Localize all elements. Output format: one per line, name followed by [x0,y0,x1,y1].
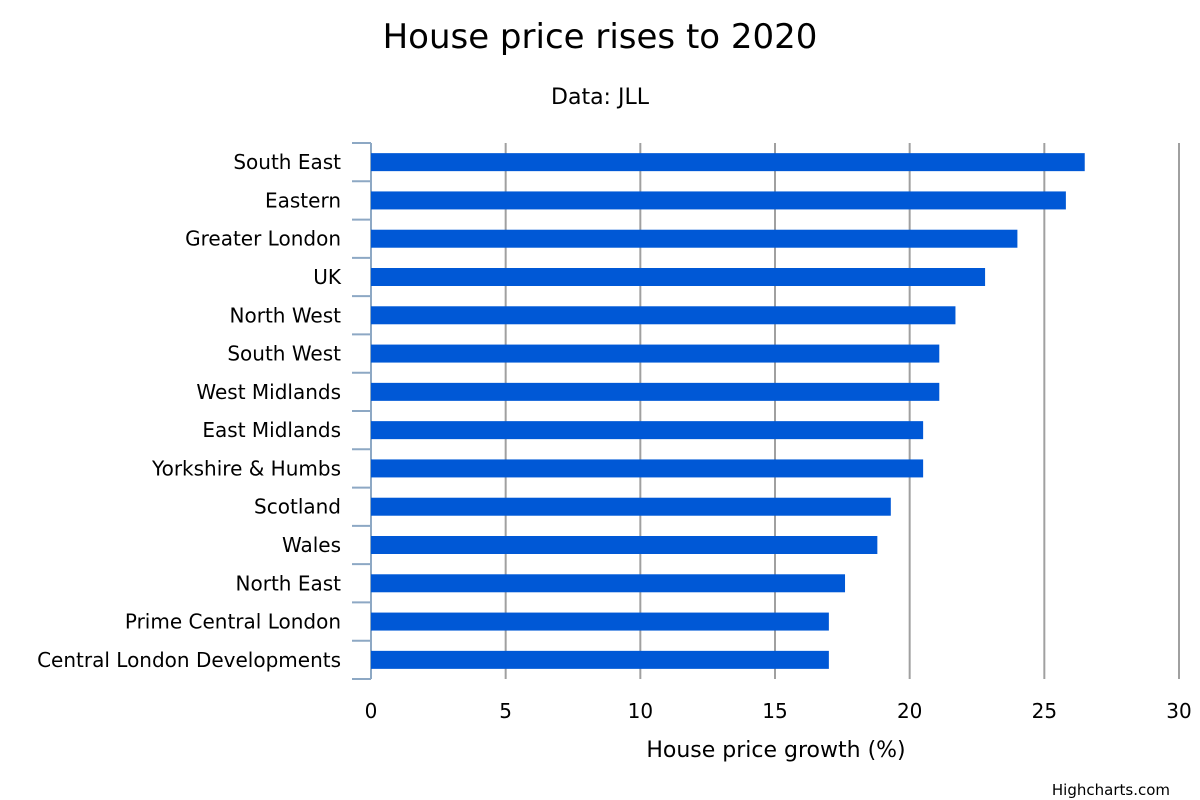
bar-uk[interactable] [371,268,986,286]
tick-label-20: 20 [897,699,922,723]
bar-east-midlands[interactable] [371,421,924,440]
bar-south-east[interactable] [371,153,1085,172]
bars [371,153,1085,669]
category-axis [352,142,372,680]
bar-north-west[interactable] [371,306,956,325]
tick-label-15: 15 [762,699,787,723]
category-label: West Midlands [196,380,341,404]
category-label: Central London Developments [37,648,341,672]
category-label: Prime Central London [125,610,341,634]
chart-subtitle: Data: JLL [551,85,650,110]
tick-label-25: 25 [1032,699,1057,723]
tick-label-10: 10 [628,699,653,723]
bar-scotland[interactable] [371,497,891,516]
x-axis-title: House price growth (%) [646,738,905,763]
category-label: UK [313,265,342,289]
chart-title: House price rises to 2020 [383,17,818,57]
category-label: Greater London [185,227,341,251]
category-label: North West [230,303,342,327]
tick-label-5: 5 [499,699,512,723]
value-axis-ticks: 0 5 10 15 20 25 30 [365,699,1192,723]
category-label: Yorkshire & Humbs [151,456,341,480]
bar-south-west[interactable] [371,344,940,363]
category-label: East Midlands [202,418,341,442]
category-label: Eastern [265,188,341,212]
bar-wales[interactable] [371,536,878,554]
bar-prime-central-london[interactable] [371,612,829,631]
gridlines [504,143,1180,679]
category-label: South East [233,150,341,174]
category-label: South West [227,342,341,366]
bar-greater-london[interactable] [371,229,1018,248]
bar-north-east[interactable] [371,574,846,593]
bar-central-london-developments[interactable] [371,650,829,669]
category-label: Scotland [254,495,341,519]
bar-yorkshire-humbs[interactable] [371,459,924,478]
credits-link[interactable]: Highcharts.com [1052,781,1170,799]
category-labels: South East Eastern Greater London UK North W… [37,150,342,672]
tick-label-30: 30 [1166,699,1191,723]
tick-label-0: 0 [365,699,378,723]
bar-west-midlands[interactable] [371,382,940,401]
category-label: North East [236,571,342,595]
category-label: Wales [282,533,341,557]
bar-eastern[interactable] [371,191,1066,210]
